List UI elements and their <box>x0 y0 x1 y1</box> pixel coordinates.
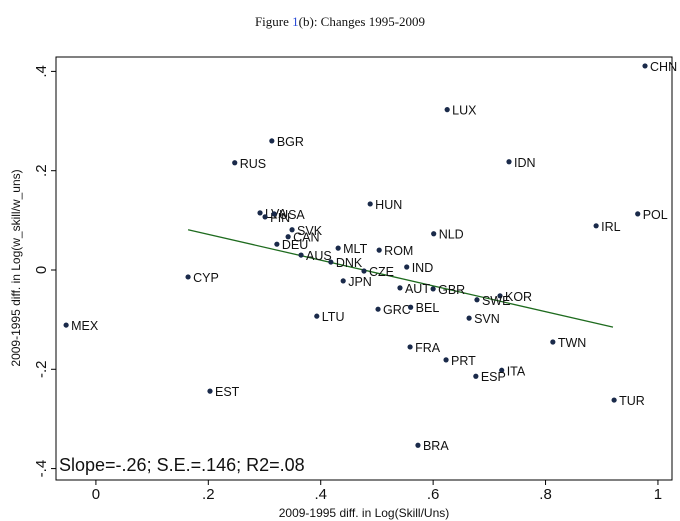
caption: Figure 1(b): Changes 1995-2009 <box>255 14 425 29</box>
point-label: CYP <box>193 271 219 285</box>
point-label: NLD <box>439 228 464 242</box>
point-label: LTU <box>322 310 345 324</box>
y-tick-label: .2 <box>33 164 50 177</box>
point-label: SWE <box>482 294 510 308</box>
point <box>257 210 263 216</box>
point-label: MEX <box>71 319 99 333</box>
point-label: ITA <box>507 364 526 378</box>
point-label: HUN <box>375 198 402 212</box>
x-tick-label: 1 <box>654 486 662 503</box>
point <box>314 313 320 319</box>
y-tick-label: 0 <box>33 266 50 274</box>
point <box>430 286 436 292</box>
point <box>271 211 277 217</box>
point-label: SVK <box>297 224 323 238</box>
point-label: BGR <box>277 135 304 149</box>
point-label: AUS <box>306 249 332 263</box>
point-label: CHN <box>650 60 677 74</box>
point-label: EST <box>215 385 240 399</box>
point <box>497 293 503 299</box>
y-tick-label: .4 <box>33 65 50 78</box>
point <box>361 268 367 274</box>
point <box>298 252 304 258</box>
point <box>367 201 373 207</box>
point-label: BRA <box>423 439 449 453</box>
point-label: PRT <box>451 354 476 368</box>
point <box>63 322 69 328</box>
point-label: TUR <box>619 394 645 408</box>
point-label: JPN <box>348 275 372 289</box>
point <box>407 344 413 350</box>
point-label: DNK <box>336 256 363 270</box>
x-tick-label: .6 <box>427 486 440 503</box>
point-label: KOR <box>505 290 532 304</box>
point <box>415 442 421 448</box>
point <box>375 306 381 312</box>
caption-suffix: (b): Changes 1995-2009 <box>299 14 425 29</box>
point <box>185 274 191 280</box>
caption-prefix: Figure <box>255 14 292 29</box>
point-label: AUT <box>405 282 430 296</box>
point <box>635 211 641 217</box>
point <box>404 264 410 270</box>
point <box>474 297 480 303</box>
x-axis-label: 2009-1995 diff. in Log(Skill/Uns) <box>279 506 450 520</box>
point-label: ROM <box>384 244 413 258</box>
point-label: IRL <box>601 220 621 234</box>
point <box>473 373 479 379</box>
point-label: IND <box>412 261 434 275</box>
point-label: TWN <box>558 336 586 350</box>
point <box>506 159 512 165</box>
point <box>207 388 213 394</box>
y-tick-label: -.4 <box>33 460 50 478</box>
point <box>431 231 437 237</box>
point-label: FRA <box>415 341 441 355</box>
point <box>466 315 472 321</box>
plot-frame <box>55 56 673 481</box>
point <box>376 247 382 253</box>
annotation: Slope=-.26; S.E.=.146; R2=.08 <box>59 455 305 475</box>
y-tick-label: -.2 <box>33 361 50 379</box>
point <box>335 245 341 251</box>
fit-line <box>187 229 614 328</box>
point <box>611 397 617 403</box>
point <box>443 357 449 363</box>
point <box>274 241 280 247</box>
point <box>289 227 295 233</box>
point <box>328 259 334 265</box>
point-label: RUS <box>240 157 266 171</box>
point-label: GBR <box>438 283 465 297</box>
point-label: SVN <box>474 312 500 326</box>
point <box>397 285 403 291</box>
point-label: POL <box>643 208 668 222</box>
point <box>642 63 648 69</box>
point-label: CAN <box>293 231 319 245</box>
point-label: MLT <box>343 242 367 256</box>
point-label: DEU <box>282 238 308 252</box>
point <box>593 223 599 229</box>
caption-ref[interactable]: 1 <box>292 14 299 29</box>
point <box>550 339 556 345</box>
point <box>269 138 275 144</box>
x-tick-label: .4 <box>314 486 327 503</box>
point-label: ESP <box>481 370 506 384</box>
point-label: USA <box>279 208 305 222</box>
point <box>408 304 414 310</box>
x-tick-label: .2 <box>202 486 215 503</box>
point <box>285 234 291 240</box>
x-tick-label: 0 <box>92 486 100 503</box>
point <box>232 160 238 166</box>
y-axis-label: 2009-1995 diff. in Log(w_skill/w_uns) <box>9 169 23 366</box>
point-label: IDN <box>514 156 536 170</box>
point-label: BEL <box>416 301 440 315</box>
point <box>499 367 505 373</box>
point <box>444 107 450 113</box>
point-label: CZE <box>369 265 394 279</box>
x-tick-label: .8 <box>539 486 552 503</box>
point-label: GRC <box>383 303 411 317</box>
point-label: LUX <box>452 104 477 118</box>
point <box>340 278 346 284</box>
point <box>262 214 268 220</box>
